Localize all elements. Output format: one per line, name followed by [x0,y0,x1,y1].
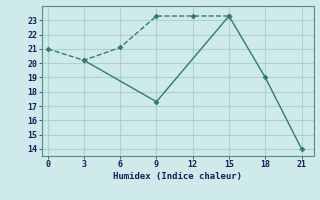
X-axis label: Humidex (Indice chaleur): Humidex (Indice chaleur) [113,172,242,181]
